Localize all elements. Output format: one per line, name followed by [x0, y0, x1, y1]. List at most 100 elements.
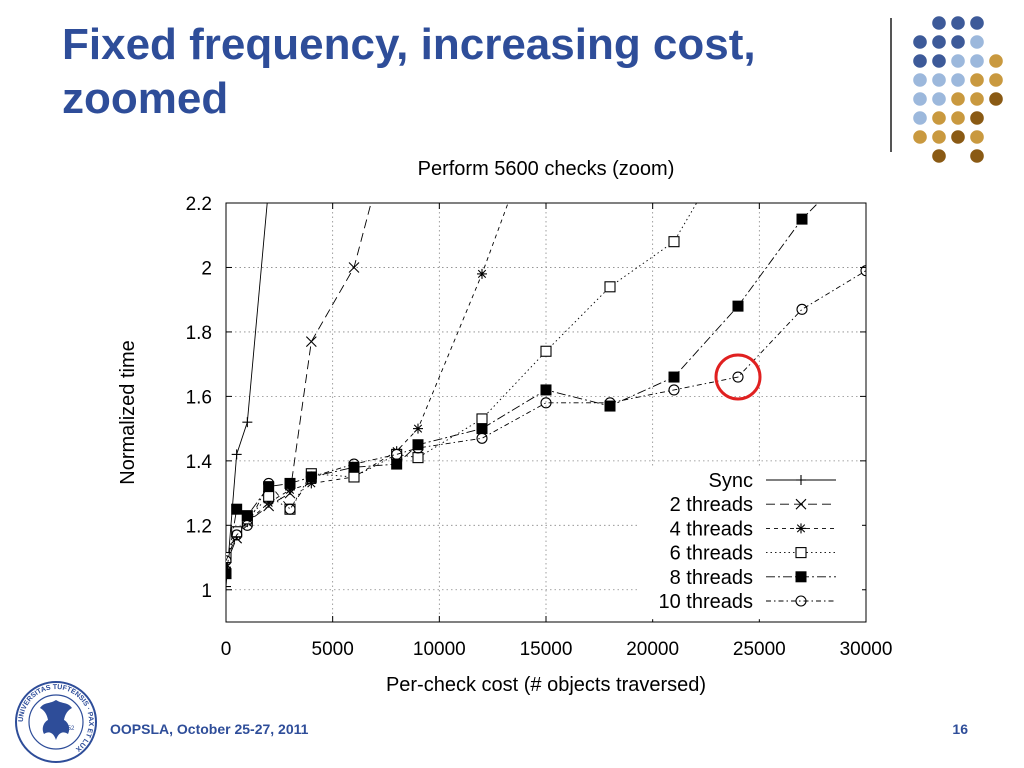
data-point-s1	[231, 449, 242, 460]
legend-label: 2 threads	[670, 494, 753, 516]
decorative-dot	[951, 35, 965, 49]
series-line-5	[226, 203, 819, 574]
x-tick-label: 5000	[312, 639, 354, 660]
data-point-s1	[226, 581, 231, 592]
decorative-dot	[970, 54, 984, 68]
decorative-dot	[932, 35, 946, 49]
data-point-s6	[860, 265, 866, 277]
data-point-s5	[604, 400, 616, 412]
data-point-s5	[732, 300, 744, 312]
x-tick-label: 15000	[520, 639, 573, 660]
decorative-dot	[932, 73, 946, 87]
x-tick-label: 0	[221, 639, 232, 660]
decorative-dot-grid	[913, 16, 1003, 163]
legend-background	[640, 468, 862, 620]
decorative-dot	[932, 54, 946, 68]
legend-marker	[796, 475, 806, 485]
chart: 0 5000 10000 15000 20000 25000 30000 1 1.2 1.4 1.6…	[117, 158, 893, 696]
data-point-s6	[540, 397, 552, 409]
data-point-s6	[476, 432, 488, 444]
decorative-dot	[989, 54, 1003, 68]
decorative-dot	[989, 73, 1003, 87]
decorative-dot	[951, 92, 965, 106]
data-point-s6	[348, 458, 360, 470]
legend-label: 10 threads	[658, 591, 753, 613]
series-line-4	[226, 203, 698, 558]
legend-marker	[795, 595, 807, 607]
decorative-dot	[913, 111, 927, 125]
decorative-dot	[951, 16, 965, 30]
decorative-dot	[913, 130, 927, 144]
series-line-6	[226, 270, 866, 561]
y-tick-label: 2	[201, 258, 212, 279]
decorative-dot	[932, 92, 946, 106]
data-point-s5	[668, 371, 680, 383]
data-point-s6	[732, 371, 744, 383]
decorative-dot	[989, 92, 1003, 106]
data-point-s5	[226, 568, 232, 580]
x-tick-label: 25000	[733, 639, 786, 660]
eagle-emblem	[40, 700, 72, 740]
footer-text: OOPSLA, October 25-27, 2011	[110, 721, 309, 737]
decorative-dot	[970, 73, 984, 87]
data-point-s5	[391, 458, 403, 470]
data-point-s5	[263, 481, 275, 493]
data-point-s6	[226, 555, 232, 567]
data-point-s5	[284, 477, 296, 489]
data-point-s6	[241, 519, 253, 531]
x-tick-label: 10000	[413, 639, 466, 660]
decorative-dot	[970, 130, 984, 144]
legend-label: 8 threads	[670, 567, 753, 589]
y-axis-label: Normalized time	[117, 340, 139, 484]
decorative-dot	[932, 111, 946, 125]
decorative-dot	[970, 149, 984, 163]
decorative-dot	[970, 35, 984, 49]
x-tick-label: 20000	[626, 639, 679, 660]
data-point-s6	[284, 503, 296, 515]
decorative-dot	[970, 111, 984, 125]
data-point-s4	[412, 452, 424, 464]
legend-marker	[796, 523, 806, 534]
data-point-s4	[263, 490, 275, 502]
data-point-s6	[668, 384, 680, 396]
decorative-dot	[913, 73, 927, 87]
data-point-s6	[796, 303, 808, 315]
data-point-s6	[391, 448, 403, 460]
decorative-dot	[932, 149, 946, 163]
series-line-3	[226, 203, 509, 568]
data-point-s4	[476, 413, 488, 425]
legend-label: 4 threads	[670, 518, 753, 540]
decorative-dot	[913, 35, 927, 49]
highlight-circle	[714, 353, 762, 401]
chart-title: Perform 5600 checks (zoom)	[418, 158, 675, 180]
y-tick-label: 1.8	[186, 323, 212, 344]
page-number: 16	[952, 721, 968, 737]
data-point-s3	[477, 268, 487, 279]
legend-marker	[795, 498, 807, 510]
legend-label: Sync	[709, 470, 753, 492]
decorative-dot	[913, 54, 927, 68]
data-point-s2	[348, 262, 360, 273]
data-point-s6	[263, 477, 275, 489]
data-point-s6	[305, 471, 317, 483]
decorative-dot	[913, 92, 927, 106]
data-point-s5	[348, 461, 360, 473]
legend-label: 6 threads	[670, 543, 753, 565]
legend-marker	[795, 547, 807, 559]
decorative-dot	[932, 16, 946, 30]
data-point-s5	[305, 471, 317, 483]
data-point-s6	[231, 529, 243, 541]
data-point-s4	[348, 471, 360, 483]
y-tick-label: 1	[201, 581, 212, 602]
data-point-s5	[241, 510, 253, 522]
data-point-s5	[231, 503, 243, 515]
decorative-dot	[970, 16, 984, 30]
data-point-s4	[668, 236, 680, 248]
legend-marker	[795, 571, 807, 583]
university-seal-logo: UNIVERSITAS TUFTENSIS · PAX ET LUX 1852	[15, 681, 97, 763]
decorative-dot	[951, 73, 965, 87]
data-point-s3	[413, 423, 423, 434]
x-tick-label: 30000	[840, 639, 893, 660]
y-tick-label: 1.2	[186, 516, 212, 537]
data-point-s6	[412, 442, 424, 454]
